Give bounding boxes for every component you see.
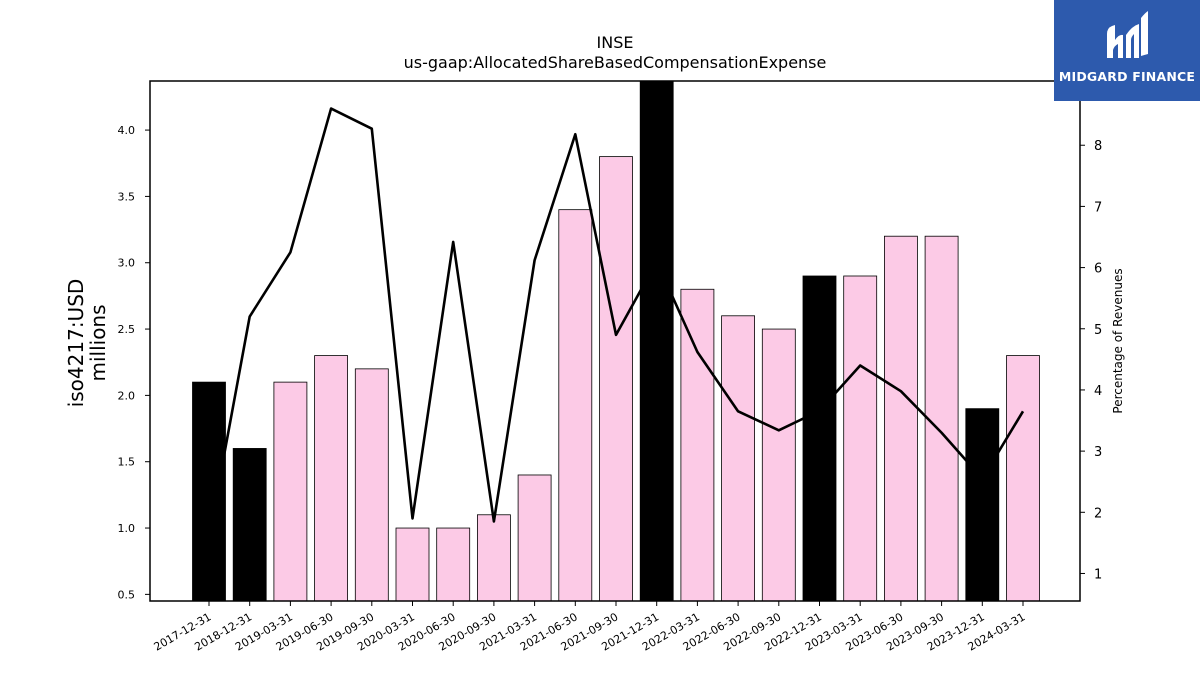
midgard-m-logo-icon <box>1107 11 1148 58</box>
bar-2020-09-30 <box>476 514 511 601</box>
bar-2019-06-30 <box>314 355 349 601</box>
bar-2022-09-30 <box>761 328 796 601</box>
bar-2020-03-31 <box>395 527 430 601</box>
bar-2024-03-31 <box>1006 355 1040 601</box>
y2-tick-label: 3 <box>1094 445 1102 460</box>
bar-2022-12-31 <box>802 275 837 601</box>
y2-tick-label: 6 <box>1094 262 1102 277</box>
bar-2022-06-30 <box>721 315 755 601</box>
bar-2019-03-31 <box>273 381 308 601</box>
y2-tick-label: 7 <box>1094 200 1102 215</box>
y2-tick-label: 2 <box>1094 506 1102 521</box>
y2-tick-label: 5 <box>1094 323 1102 338</box>
x-axis-ticks: 2017-12-312018-12-312019-03-312019-06-30… <box>152 601 1028 654</box>
bar-2022-03-31 <box>680 288 715 601</box>
y2-tick-label: 1 <box>1094 567 1102 582</box>
axes-layer <box>149 80 1081 602</box>
chart-title: INSE <box>597 33 634 52</box>
percentage-line <box>207 107 1025 538</box>
bar-2018-12-31 <box>232 448 267 601</box>
bar-2021-12-31 <box>639 81 674 601</box>
bar-2023-06-30 <box>884 235 918 601</box>
bars-layer <box>192 81 1040 601</box>
y-tick-label: 1.0 <box>118 522 136 535</box>
y-tick-label: 3.5 <box>118 190 136 203</box>
bar-2023-03-31 <box>843 275 878 601</box>
line-layer <box>207 107 1025 538</box>
bar-2021-06-30 <box>558 209 593 601</box>
y-tick-label: 4.0 <box>118 124 136 137</box>
right-axis-ticks: 1 2 3 4 5 6 7 8 <box>1080 139 1102 582</box>
y2-tick-label: 8 <box>1094 139 1102 154</box>
bar-2020-06-30 <box>436 527 471 601</box>
y-axis-label: iso4217:USD <box>64 279 88 408</box>
plot-frame <box>149 80 1081 602</box>
y-tick-label: 2.0 <box>118 389 136 402</box>
bar-2017-12-31 <box>192 381 226 601</box>
chart-subtitle: us-gaap:AllocatedShareBasedCompensationE… <box>404 53 827 72</box>
y-axis-unit: millions <box>86 304 110 381</box>
bar-2019-09-30 <box>354 368 389 601</box>
y2-axis-label: Percentage of Revenues <box>1111 268 1125 413</box>
bar-2023-09-30 <box>924 235 959 601</box>
brand-name: MIDGARD FINANCE <box>1058 69 1196 84</box>
y-tick-label: 3.0 <box>118 257 136 270</box>
y-tick-label: 1.5 <box>118 456 136 469</box>
y2-tick-label: 4 <box>1094 384 1102 399</box>
y-tick-label: 0.5 <box>118 588 136 601</box>
bar-2021-03-31 <box>517 474 552 601</box>
left-axis-ticks: 0.5 1.0 1.5 2.0 2.5 3.0 3.5 4.0 <box>118 124 150 601</box>
brand-logo: MIDGARD FINANCE <box>1054 0 1200 101</box>
bar-2023-12-31 <box>965 408 1000 601</box>
y-tick-label: 2.5 <box>118 323 136 336</box>
bar-2021-09-30 <box>599 156 633 601</box>
